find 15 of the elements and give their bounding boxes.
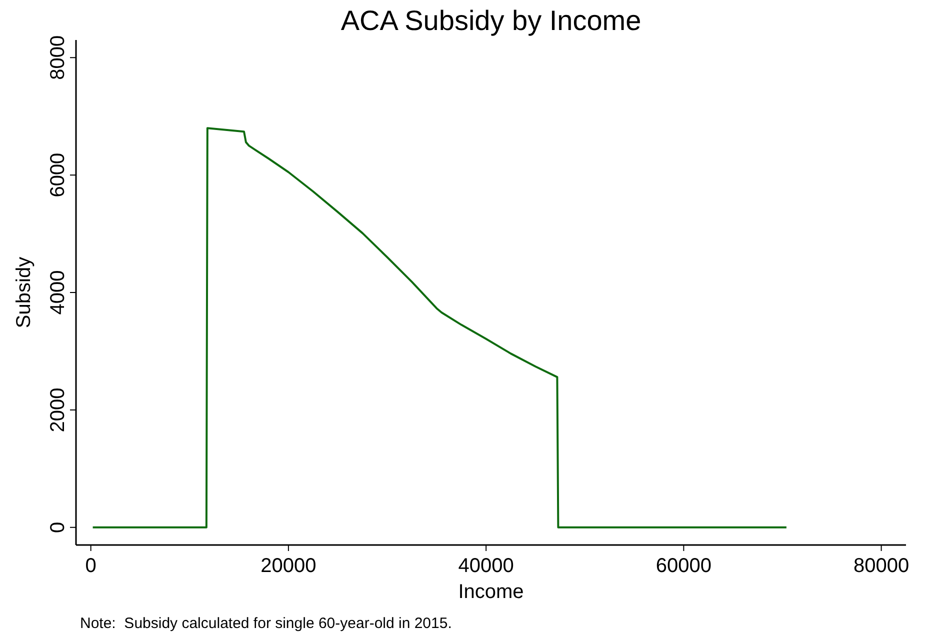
y-tick-label: 8000 (47, 35, 69, 80)
x-axis-title: Income (458, 581, 524, 603)
y-tick-label: 2000 (47, 388, 69, 432)
y-tick-label: 6000 (47, 152, 69, 198)
y-tick-label: 4000 (47, 270, 69, 315)
x-tick-label: 40000 (458, 555, 514, 577)
x-tick-label: 20000 (260, 555, 316, 577)
line-series (92, 127, 788, 528)
chart-title: ACA Subsidy by Income (340, 5, 642, 36)
x-tick-label: 60000 (656, 555, 712, 577)
text: Note: Subsidy calculated for single 60-year-old in 2015. (80, 615, 452, 632)
x-tick-label: 80000 (853, 555, 910, 577)
x-tick-label: 0 (85, 555, 96, 577)
y-tick-label: 0 (47, 522, 69, 533)
y-axis-title: Subsidy (13, 256, 35, 328)
